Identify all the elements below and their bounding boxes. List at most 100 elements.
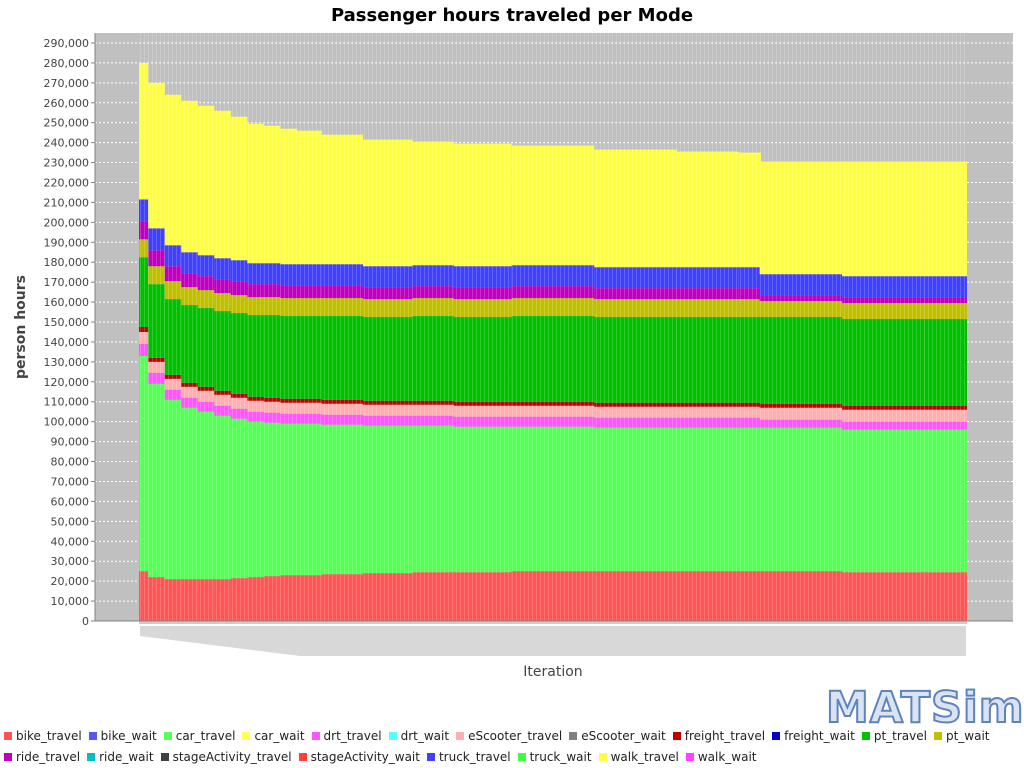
bar-segment-ride_travel xyxy=(676,288,739,300)
bar-segment-eScooter_travel xyxy=(214,394,231,406)
bar-segment-drt_travel xyxy=(197,401,215,412)
bar-segment-pt_travel xyxy=(759,317,781,404)
bar-segment-pt_travel xyxy=(280,316,297,399)
bar-segment-car_travel xyxy=(842,429,925,573)
bar-segment-truck_travel xyxy=(280,264,297,286)
bar-segment-pt_wait xyxy=(412,298,454,317)
legend-label: eScooter_travel xyxy=(468,729,563,743)
x-axis-label: Iteration xyxy=(523,664,582,680)
bar-segment-pt_travel xyxy=(181,305,198,383)
legend-label: ride_travel xyxy=(16,750,81,764)
y-tick-label: 60,000 xyxy=(51,495,90,508)
bar-segment-pt_travel xyxy=(230,313,248,394)
bar-segment-drt_travel xyxy=(280,413,297,424)
bar-segment-walk_travel xyxy=(842,161,925,277)
bar-segment-truck_travel xyxy=(594,267,677,289)
bar-segment-eScooter_travel xyxy=(453,405,512,417)
bar-segment-drt_travel xyxy=(230,408,248,419)
bar-segment-freight_travel xyxy=(321,399,364,404)
bar-segment-eScooter_travel xyxy=(321,403,364,415)
bar-segment-pt_wait xyxy=(280,298,297,317)
bar-segment-drt_travel xyxy=(247,411,264,422)
bar-segment-eScooter_travel xyxy=(412,404,454,416)
legend-swatch xyxy=(517,753,526,761)
legend-label: drt_travel xyxy=(323,729,382,743)
y-tick-label: 20,000 xyxy=(51,575,90,588)
bar-segment-truck_travel xyxy=(780,274,843,296)
legend-item-ride_travel: ride_travel xyxy=(4,747,80,768)
bar-segment-bike_travel xyxy=(139,571,149,621)
bar-segment-freight_travel xyxy=(230,393,248,398)
bar-segment-truck_travel xyxy=(139,199,149,222)
bar-segment-bike_travel xyxy=(412,572,454,621)
bar-segment-eScooter_travel xyxy=(780,407,843,420)
bar-segment-walk_travel xyxy=(197,105,215,256)
legend-label: truck_travel xyxy=(438,750,511,764)
bar-segment-car_travel xyxy=(230,418,248,579)
bar-segment-car_travel xyxy=(759,427,781,572)
bar-segment-ride_travel xyxy=(247,284,264,298)
bar-segment-pt_wait xyxy=(230,295,248,314)
bar-segment-truck_travel xyxy=(296,264,322,286)
bar-segment-ride_travel xyxy=(511,286,595,299)
legend-label: drt_wait xyxy=(400,729,450,743)
bar-segment-bike_travel xyxy=(296,575,322,621)
bar-segment-eScooter_travel xyxy=(924,409,967,422)
bar-segment-pt_wait xyxy=(139,239,149,258)
bar-segment-pt_travel xyxy=(924,319,967,406)
legend-swatch xyxy=(933,732,942,740)
y-tick-label: 290,000 xyxy=(44,37,90,50)
bar-segment-eScooter_travel xyxy=(511,405,595,417)
bar-segment-freight_travel xyxy=(263,397,281,402)
legend-swatch xyxy=(456,732,465,740)
bar-segment-bike_travel xyxy=(511,571,595,621)
bar-segment-walk_travel xyxy=(676,151,739,268)
bar-segment-freight_travel xyxy=(214,390,231,395)
bar-segment-truck_travel xyxy=(164,245,182,267)
bar-segment-eScooter_travel xyxy=(759,407,781,420)
legend-swatch xyxy=(88,732,97,740)
bar-segment-ride_travel xyxy=(263,284,281,298)
bar-segment-bike_travel xyxy=(164,579,182,621)
bar-segment-car_travel xyxy=(247,421,264,578)
y-tick-label: 160,000 xyxy=(44,296,90,309)
bar-segment-car_travel xyxy=(181,407,198,580)
bar-segment-eScooter_travel xyxy=(164,378,182,390)
chart-title: Passenger hours traveled per Mode xyxy=(331,5,693,26)
bar-segment-drt_travel xyxy=(738,417,761,428)
bar-segment-bike_travel xyxy=(676,571,739,621)
bar-segment-freight_travel xyxy=(511,401,595,406)
bar-segment-car_travel xyxy=(453,426,512,573)
bar-segment-walk_travel xyxy=(738,152,761,268)
y-tick-label: 70,000 xyxy=(51,475,90,488)
legend-label: walk_travel xyxy=(610,750,679,764)
bar-segment-truck_travel xyxy=(181,252,198,274)
bar-segment-walk_travel xyxy=(363,139,413,267)
bar-segment-pt_travel xyxy=(738,317,761,403)
bar-segment-walk_travel xyxy=(247,123,264,264)
y-tick-label: 100,000 xyxy=(44,416,90,429)
bar-segment-drt_travel xyxy=(148,372,165,384)
legend-item-eScooter_wait: eScooter_wait xyxy=(569,726,666,747)
legend-swatch xyxy=(598,753,607,761)
bar-segment-walk_travel xyxy=(164,94,182,246)
bar-segment-bike_travel xyxy=(759,571,781,621)
legend-swatch xyxy=(685,753,694,761)
bar-segment-bike_travel xyxy=(453,572,512,621)
bar-segment-bike_travel xyxy=(363,573,413,621)
bar-segment-eScooter_travel xyxy=(197,390,215,402)
y-tick-label: 190,000 xyxy=(44,236,90,249)
bar-segment-freight_travel xyxy=(759,403,781,408)
bar-segment-drt_travel xyxy=(181,397,198,408)
legend-item-walk_wait: walk_wait xyxy=(685,747,757,768)
legend-swatch xyxy=(163,732,172,740)
bar-segment-eScooter_travel xyxy=(296,402,322,414)
chart: Passenger hours traveled per Mode 0 10,00… xyxy=(13,5,1013,680)
bar-segment-truck_travel xyxy=(759,274,781,296)
legend-item-truck_wait: truck_wait xyxy=(517,747,592,768)
bar-segment-drt_travel xyxy=(842,421,925,430)
y-tick-label: 90,000 xyxy=(51,436,90,449)
bar-segment-drt_travel xyxy=(164,389,182,400)
bar-segment-freight_travel xyxy=(453,401,512,406)
y-tick-label: 30,000 xyxy=(51,555,90,568)
